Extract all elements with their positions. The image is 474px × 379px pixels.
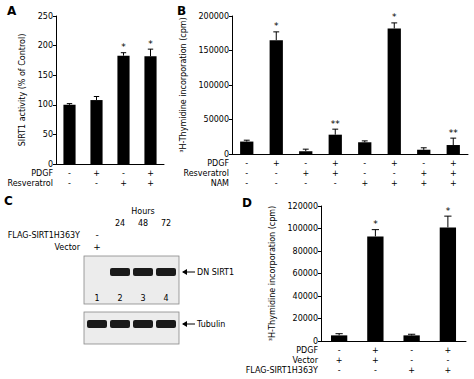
- svg-text:FLAG-SIRT1H363Y: FLAG-SIRT1H363Y: [246, 366, 318, 375]
- svg-text:+: +: [120, 179, 127, 188]
- svg-text:80000: 80000: [293, 247, 318, 256]
- svg-text:**: **: [449, 128, 459, 138]
- svg-text:Vector: Vector: [293, 356, 319, 365]
- svg-text:-: -: [245, 179, 248, 188]
- svg-text:-: -: [363, 159, 366, 168]
- svg-text:2: 2: [117, 294, 122, 303]
- svg-text:200: 200: [38, 41, 53, 50]
- svg-text:-: -: [393, 169, 396, 178]
- svg-text:-: -: [245, 159, 248, 168]
- svg-text:+: +: [391, 179, 398, 188]
- svg-text:-: -: [338, 366, 341, 375]
- svg-text:SIRT1 activity (% of Control): SIRT1 activity (% of Control): [18, 34, 27, 147]
- svg-text:72: 72: [161, 219, 171, 228]
- svg-text:-: -: [95, 230, 98, 240]
- svg-text:B: B: [177, 4, 186, 18]
- svg-text:FLAG-SIRT1H363Y: FLAG-SIRT1H363Y: [8, 231, 80, 240]
- svg-text:-: -: [363, 169, 366, 178]
- svg-text:48: 48: [138, 219, 148, 228]
- svg-text:+: +: [273, 159, 280, 168]
- svg-text:20000: 20000: [293, 314, 318, 323]
- svg-text:+: +: [408, 366, 415, 375]
- svg-text:+: +: [450, 179, 457, 188]
- svg-text:-: -: [304, 159, 307, 168]
- svg-text:Resveratrol: Resveratrol: [7, 179, 53, 188]
- svg-text:*: *: [392, 12, 397, 22]
- svg-text:D: D: [242, 196, 252, 210]
- svg-text:+: +: [332, 169, 339, 178]
- svg-text:+: +: [420, 179, 427, 188]
- svg-text:+: +: [336, 356, 343, 365]
- svg-text:150000: 150000: [198, 46, 229, 55]
- svg-text:PDGF: PDGF: [31, 169, 53, 178]
- svg-text:-: -: [68, 179, 71, 188]
- svg-text:³H-Thymidine incorporation (cp: ³H-Thymidine incorporation (cpm): [268, 206, 277, 341]
- svg-text:-: -: [275, 179, 278, 188]
- svg-text:-: -: [374, 366, 377, 375]
- svg-text:3: 3: [140, 294, 145, 303]
- svg-text:0: 0: [48, 160, 53, 169]
- svg-text:*: *: [121, 42, 126, 52]
- svg-text:100: 100: [38, 100, 53, 109]
- svg-text:+: +: [450, 159, 457, 168]
- svg-text:-: -: [68, 169, 71, 178]
- svg-text:+: +: [391, 159, 398, 168]
- svg-text:NAM: NAM: [211, 179, 229, 188]
- svg-text:+: +: [332, 159, 339, 168]
- svg-text:-: -: [275, 169, 278, 178]
- svg-text:C: C: [4, 194, 13, 208]
- svg-text:-: -: [446, 356, 449, 365]
- svg-text:-: -: [422, 159, 425, 168]
- svg-text:-: -: [304, 179, 307, 188]
- svg-text:DN SIRT1: DN SIRT1: [197, 268, 234, 277]
- svg-text:50000: 50000: [204, 115, 229, 124]
- svg-text:Hours: Hours: [131, 207, 154, 216]
- svg-text:³H-Thymidine incorporation (cp: ³H-Thymidine incorporation (cpm): [179, 17, 188, 152]
- svg-text:120000: 120000: [287, 202, 318, 211]
- svg-text:*: *: [274, 21, 279, 31]
- svg-text:*: *: [373, 219, 378, 229]
- svg-text:Tubulin: Tubulin: [196, 320, 225, 329]
- svg-text:*: *: [446, 206, 451, 216]
- svg-text:250: 250: [38, 12, 53, 21]
- svg-text:+: +: [450, 169, 457, 178]
- svg-text:**: **: [331, 119, 341, 129]
- svg-text:1: 1: [94, 294, 99, 303]
- svg-text:-: -: [410, 356, 413, 365]
- svg-text:-: -: [245, 169, 248, 178]
- svg-text:*: *: [148, 39, 153, 49]
- svg-text:50: 50: [43, 130, 53, 139]
- svg-text:-: -: [338, 346, 341, 355]
- svg-text:4: 4: [163, 294, 168, 303]
- svg-text:-: -: [122, 169, 125, 178]
- svg-text:PDGF: PDGF: [296, 346, 318, 355]
- svg-text:+: +: [147, 179, 154, 188]
- svg-text:Resveratrol: Resveratrol: [183, 169, 229, 178]
- svg-text:+: +: [361, 179, 368, 188]
- svg-text:0: 0: [224, 150, 229, 159]
- svg-text:+: +: [445, 366, 452, 375]
- svg-text:24: 24: [115, 219, 125, 228]
- svg-text:+: +: [445, 346, 452, 355]
- svg-text:-: -: [95, 179, 98, 188]
- svg-text:+: +: [372, 356, 379, 365]
- svg-text:100000: 100000: [198, 81, 229, 90]
- svg-text:+: +: [93, 242, 101, 252]
- svg-text:200000: 200000: [198, 12, 229, 21]
- svg-text:A: A: [7, 4, 17, 18]
- svg-text:-: -: [410, 346, 413, 355]
- svg-text:60000: 60000: [293, 269, 318, 278]
- svg-text:+: +: [93, 169, 100, 178]
- svg-text:0: 0: [313, 337, 318, 346]
- svg-text:+: +: [420, 169, 427, 178]
- svg-text:+: +: [147, 169, 154, 178]
- svg-text:PDGF: PDGF: [207, 159, 229, 168]
- svg-text:100000: 100000: [287, 224, 318, 233]
- svg-text:150: 150: [38, 71, 53, 80]
- svg-text:+: +: [302, 169, 309, 178]
- svg-text:40000: 40000: [293, 292, 318, 301]
- svg-text:+: +: [372, 346, 379, 355]
- svg-text:-: -: [334, 179, 337, 188]
- svg-text:Vector: Vector: [55, 243, 81, 252]
